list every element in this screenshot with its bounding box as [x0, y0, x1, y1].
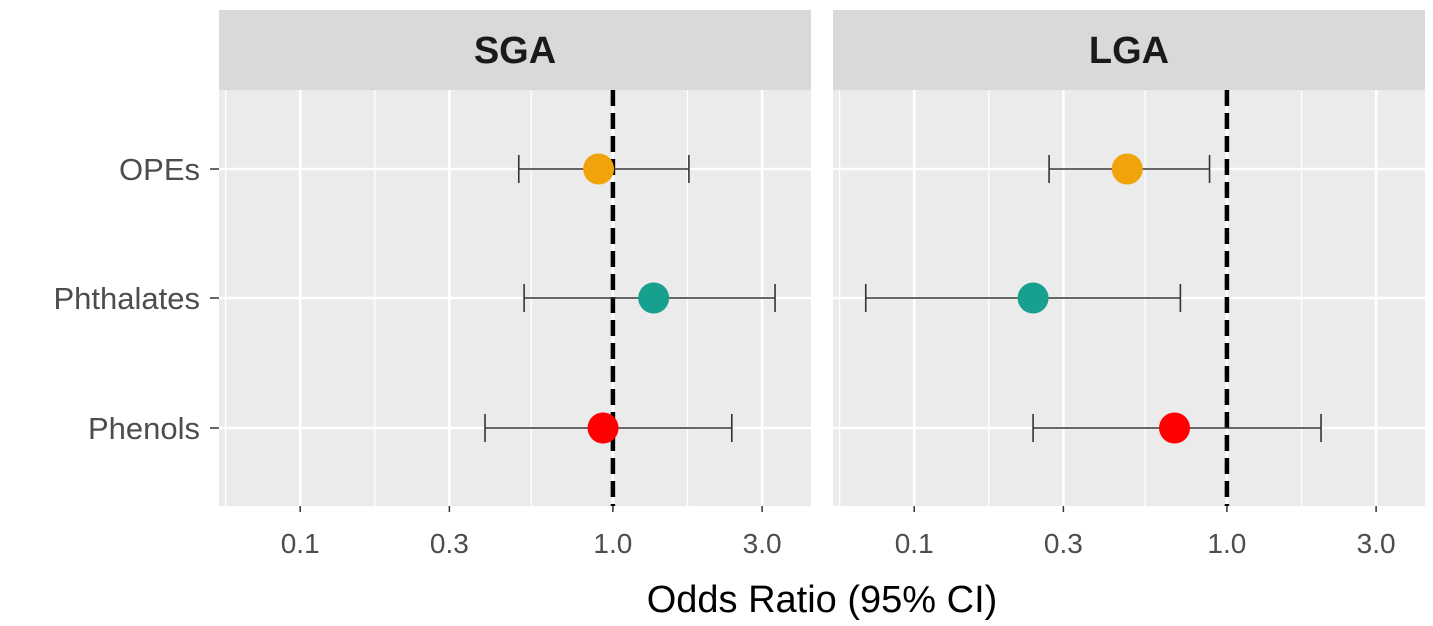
x-tick-label: 3.0	[743, 528, 782, 559]
x-tick-label: 0.3	[1044, 528, 1083, 559]
x-axis-title: Odds Ratio (95% CI)	[647, 579, 998, 621]
estimate-phenols	[1032, 412, 1322, 444]
panel-strip	[833, 10, 1425, 90]
panel-title: SGA	[474, 30, 556, 72]
category-label: Phenols	[88, 411, 200, 446]
panels-layer: SGA 0.1 0.3 1.0 3.0 LGA 0.1 0.3 1.0 3.0	[219, 10, 1425, 559]
category-label: Phthalates	[54, 281, 201, 316]
panel-sga: SGA 0.1 0.3 1.0 3.0	[219, 10, 811, 559]
x-tick-label: 3.0	[1357, 528, 1396, 559]
estimate-phthalates	[864, 282, 1182, 314]
x-tick-label: 0.3	[430, 528, 469, 559]
x-tick-label: 1.0	[1207, 528, 1246, 559]
panel-title: LGA	[1089, 30, 1169, 72]
point-estimate	[583, 153, 615, 185]
estimate-opes	[1048, 153, 1211, 185]
x-tick-label: 1.0	[593, 528, 632, 559]
category-label: OPEs	[119, 152, 200, 187]
point-estimate	[1017, 282, 1049, 314]
point-estimate	[1111, 153, 1143, 185]
estimate-opes	[517, 153, 690, 185]
estimate-phenols	[484, 412, 733, 444]
x-tick-label: 0.1	[895, 528, 934, 559]
category-labels: OPEs Phthalates Phenols	[54, 152, 219, 446]
point-estimate	[587, 412, 619, 444]
estimate-phthalates	[523, 282, 776, 314]
point-estimate	[638, 282, 670, 314]
panel-lga: LGA 0.1 0.3 1.0 3.0	[833, 10, 1425, 559]
x-tick-label: 0.1	[281, 528, 320, 559]
point-estimate	[1159, 412, 1191, 444]
panel-strip	[219, 10, 811, 90]
